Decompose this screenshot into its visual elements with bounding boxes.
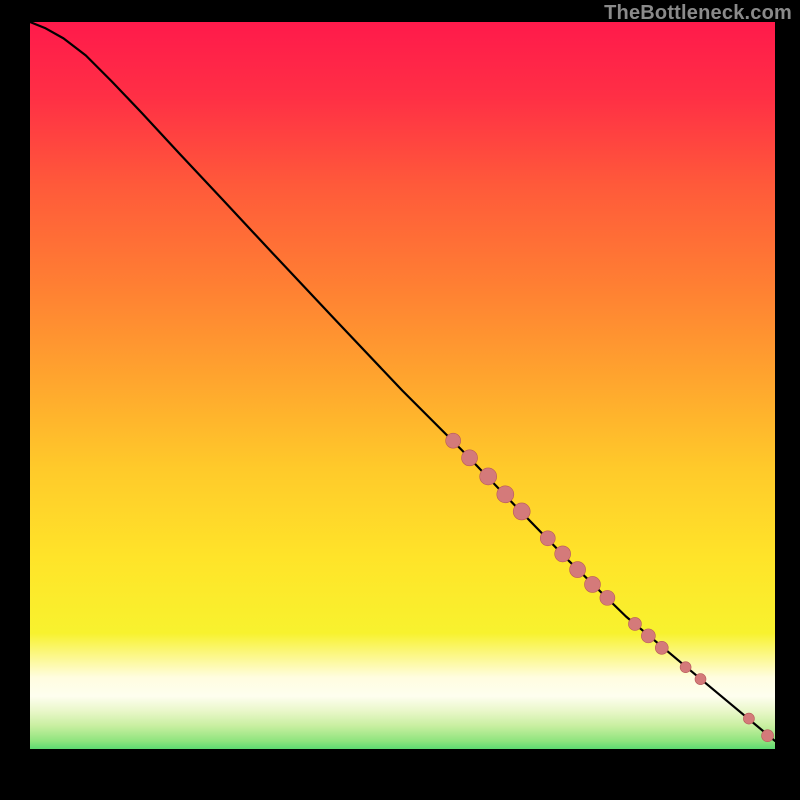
data-point-marker: [695, 674, 706, 685]
watermark-label: TheBottleneck.com: [604, 2, 792, 25]
data-point-marker: [462, 450, 478, 466]
data-point-marker: [641, 629, 655, 643]
data-point-marker: [762, 730, 774, 742]
data-point-marker: [600, 590, 615, 605]
data-point-marker: [570, 562, 586, 578]
gradient-background: [30, 22, 775, 767]
bottom-black-band: [30, 749, 775, 767]
data-point-marker: [446, 433, 461, 448]
data-point-marker: [743, 713, 754, 724]
data-point-marker: [497, 486, 514, 503]
data-point-marker: [513, 503, 530, 520]
data-point-marker: [584, 576, 600, 592]
data-point-marker: [555, 546, 571, 562]
data-point-marker: [655, 641, 668, 654]
data-point-marker: [680, 662, 691, 673]
data-point-marker: [540, 531, 555, 546]
chart-svg: [0, 0, 800, 800]
chart-stage: TheBottleneck.com: [0, 0, 800, 800]
data-point-marker: [480, 468, 497, 485]
data-point-marker: [628, 617, 641, 630]
